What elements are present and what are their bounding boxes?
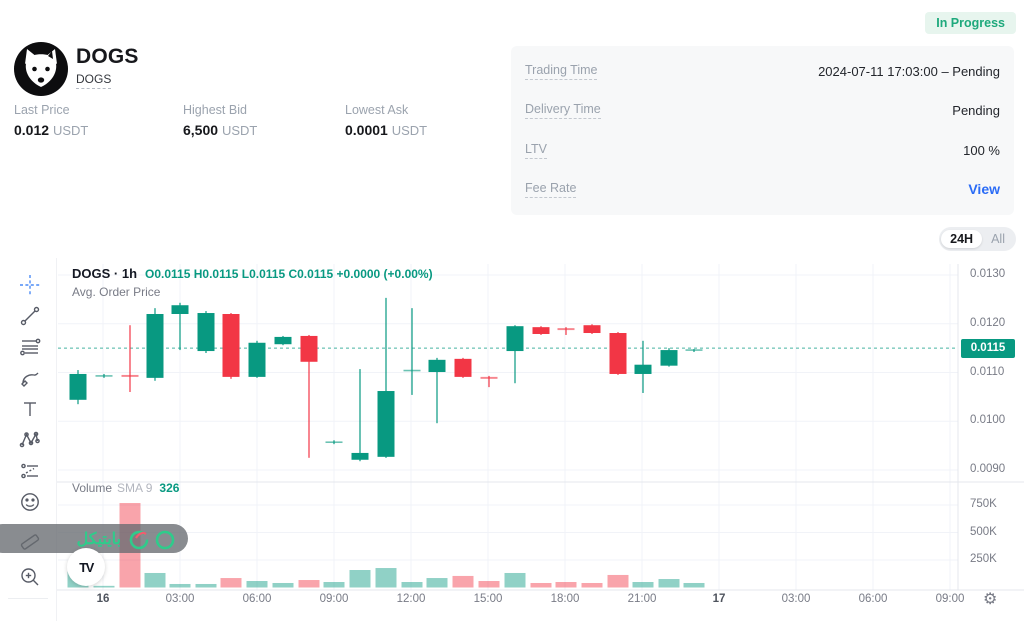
- chart-canvas[interactable]: [0, 258, 1024, 621]
- chart-title: DOGS · 1h O0.0115 H0.0115 L0.0115 C0.0115…: [72, 266, 433, 281]
- stat-highest-bid: Highest Bid 6,500 USDT: [183, 103, 257, 138]
- stat-lowest-ask: Lowest Ask 0.0001 USDT: [345, 103, 427, 138]
- time-axis-tick: 15:00: [473, 593, 503, 605]
- info-label[interactable]: Trading Time: [525, 63, 598, 81]
- indicator-label-volume: Volume SMA 9 326: [72, 481, 179, 495]
- price-axis-tick: 0.0090: [970, 463, 1006, 475]
- toggle-all[interactable]: All: [991, 232, 1005, 246]
- time-axis-tick: 16: [96, 593, 110, 605]
- tradingview-logo[interactable]: TV: [67, 548, 105, 586]
- chart-symbol-interval: DOGS · 1h: [72, 266, 138, 281]
- indicator-label-avg-order-price: Avg. Order Price: [72, 285, 161, 299]
- token-symbol[interactable]: DOGS: [76, 72, 112, 89]
- volume-sma-value: 326: [159, 481, 180, 495]
- info-label[interactable]: LTV: [525, 142, 547, 159]
- text-tool-icon[interactable]: [17, 396, 43, 422]
- time-axis-tick: 03:00: [781, 593, 811, 605]
- time-axis-tick: 18:00: [550, 593, 580, 605]
- status-badge: In Progress: [925, 12, 1016, 34]
- price-axis-tick: 0.0110: [970, 365, 1005, 378]
- info-value: 2024-07-11 17:03:00 – Pending: [818, 64, 1000, 80]
- watermark-text: بایتیکل: [76, 530, 121, 548]
- stat-last-price: Last Price 0.012 USDT: [14, 103, 88, 138]
- time-axis-tick: 09:00: [319, 593, 349, 605]
- info-label[interactable]: Fee Rate: [525, 181, 577, 198]
- chart-area: 0.0130 0.0120 0.0110 0.0100 0.0090 750K 500K 25…: [0, 258, 1024, 621]
- info-value: Pending: [952, 103, 1000, 119]
- token-title: DOGS: [76, 45, 139, 68]
- time-axis-tick: 06:00: [242, 593, 272, 605]
- last-price-label: 0.0115: [961, 338, 1015, 358]
- stat-value: 0.0001: [345, 122, 388, 138]
- info-row-trading-time: Trading Time 2024-07-11 17:03:00 – Pendi…: [511, 52, 1014, 91]
- price-axis-tick: 0.0130: [970, 268, 1006, 280]
- volume-axis-tick: 500K: [970, 525, 997, 538]
- price-axis-tick: 0.0100: [970, 414, 1006, 427]
- time-axis-tick: 12:00: [396, 593, 426, 605]
- toolbar-divider: [8, 598, 48, 599]
- stat-unit: USDT: [52, 123, 89, 138]
- long-position-icon[interactable]: [17, 458, 43, 484]
- xabcd-pattern-icon[interactable]: [17, 427, 43, 453]
- volume-axis-tick: 250K: [970, 553, 997, 565]
- crosshair-icon[interactable]: [17, 272, 43, 298]
- stat-value: 6,500: [183, 122, 219, 138]
- info-row-ltv: LTV 100 %: [511, 131, 1014, 170]
- chart-settings-gear-icon[interactable]: ⚙: [983, 591, 998, 608]
- time-axis-tick: 21:00: [627, 593, 657, 605]
- volume-label: Volume: [72, 481, 113, 495]
- stat-unit: USDT: [221, 123, 258, 138]
- site-watermark: بایتیکل: [0, 524, 188, 553]
- stat-label: Highest Bid: [183, 103, 247, 117]
- time-axis-tick: 06:00: [858, 593, 888, 605]
- chart-ohlc-readout: O0.0115 H0.0115 L0.0115 C0.0115 +0.0000 …: [145, 267, 433, 281]
- fib-retracement-icon[interactable]: [17, 334, 43, 360]
- time-axis-tick: 17: [712, 593, 726, 605]
- brush-icon[interactable]: [17, 365, 43, 391]
- time-axis-tick: 09:00: [935, 593, 965, 605]
- bicycle-icon: [129, 530, 175, 549]
- volume-axis-tick: 750K: [970, 498, 997, 510]
- info-value: 100 %: [963, 142, 1000, 158]
- drawing-toolbar: [0, 258, 57, 621]
- info-panel: Trading Time 2024-07-11 17:03:00 – Pendi…: [511, 46, 1014, 215]
- stat-unit: USDT: [391, 123, 428, 138]
- stat-value: 0.012: [14, 122, 50, 138]
- stat-label: Last Price: [14, 103, 70, 117]
- emoji-icon[interactable]: [17, 489, 43, 515]
- token-logo: [14, 42, 68, 96]
- price-axis-tick: 0.0120: [970, 316, 1006, 329]
- trend-line-icon[interactable]: [17, 303, 43, 329]
- info-label[interactable]: Delivery Time: [525, 102, 601, 120]
- info-row-fee-rate: Fee Rate View: [511, 170, 1014, 209]
- toggle-24h[interactable]: 24H: [941, 230, 983, 248]
- stat-label: Lowest Ask: [345, 103, 409, 117]
- info-row-delivery-time: Delivery Time Pending: [511, 91, 1014, 130]
- range-toggle: 24H All: [939, 227, 1016, 251]
- tradingview-glyph: TV: [79, 559, 94, 575]
- fee-rate-view-link[interactable]: View: [968, 181, 1000, 198]
- volume-sma-label: SMA 9: [117, 481, 153, 495]
- zoom-in-icon[interactable]: [17, 564, 43, 590]
- time-axis-tick: 03:00: [165, 593, 195, 605]
